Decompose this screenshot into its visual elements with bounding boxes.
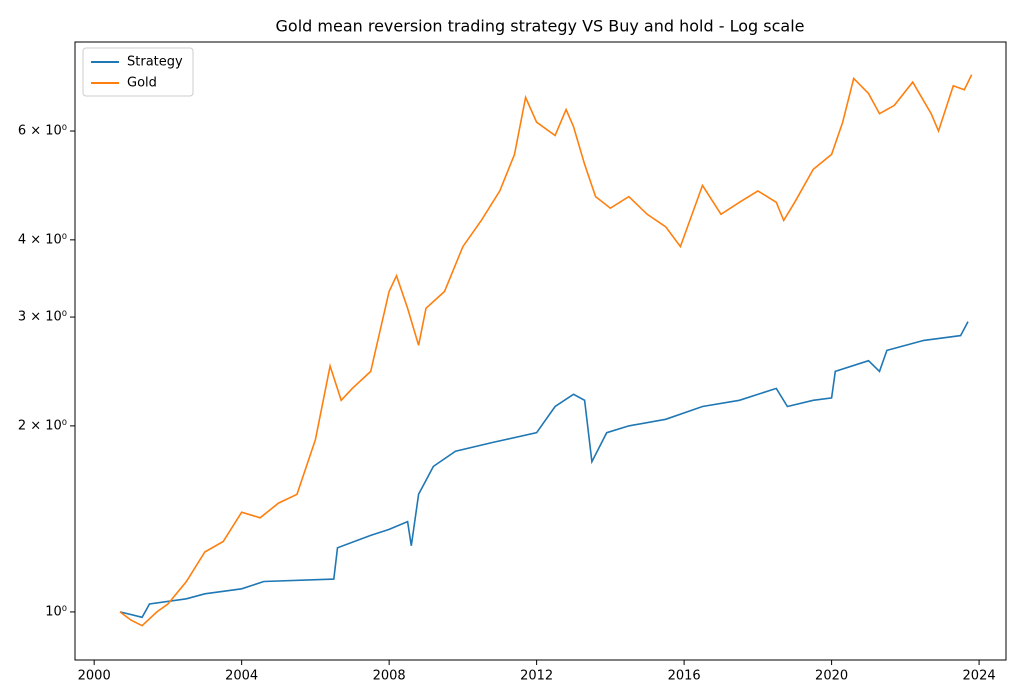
x-tick-label: 2000 (78, 669, 111, 684)
series-line (119, 74, 973, 627)
legend-label: Gold (127, 76, 157, 91)
legend-label: Strategy (127, 55, 183, 70)
x-tick-label: 2008 (373, 669, 406, 684)
x-tick-label: 2012 (520, 669, 553, 684)
y-tick-label: 4 × 10⁰ (18, 232, 67, 247)
x-tick-label: 2016 (668, 669, 701, 684)
chart-title: Gold mean reversion trading strategy VS … (276, 17, 805, 36)
y-tick-label: 3 × 10⁰ (18, 310, 67, 325)
y-tick-label: 10⁰ (45, 604, 67, 619)
y-tick-label: 2 × 10⁰ (18, 418, 67, 433)
series-line (119, 321, 969, 619)
x-tick-label: 2024 (963, 669, 996, 684)
y-tick-label: 6 × 10⁰ (18, 124, 67, 139)
plot-frame (74, 41, 1007, 661)
x-tick-label: 2020 (815, 669, 848, 684)
x-tick-label: 2004 (225, 669, 258, 684)
